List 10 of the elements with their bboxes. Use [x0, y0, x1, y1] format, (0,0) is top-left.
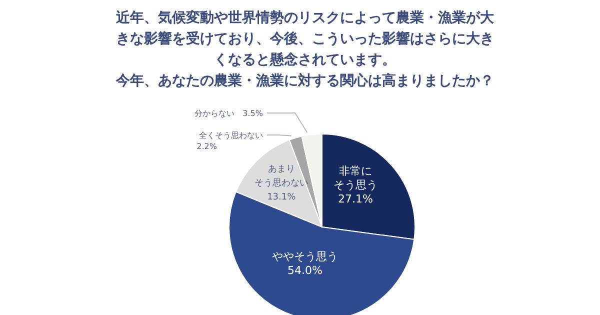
slice-label: 分からない 3.5%	[194, 109, 264, 118]
slice-label: ややそう思う	[272, 250, 338, 263]
slice-label: あまりそう思わない	[254, 164, 308, 188]
slice-label: 全くそう思わない	[199, 131, 263, 140]
data-label: 27.1%	[338, 192, 373, 206]
slice-label: 非常にそう思う	[334, 164, 378, 192]
data-label: 54.0%	[288, 264, 322, 277]
data-label: 13.1%	[267, 192, 296, 202]
data-label: 2.2%	[196, 142, 218, 151]
chart-title: 近年、気候変動や世界情勢のリスクによって農業・漁業が大きな影響を受けており、今後、こういった影響はさらに大きくなると懸念されています。今年、あなたの農業・漁業に対する関心は高まりましたか？	[115, 8, 495, 91]
